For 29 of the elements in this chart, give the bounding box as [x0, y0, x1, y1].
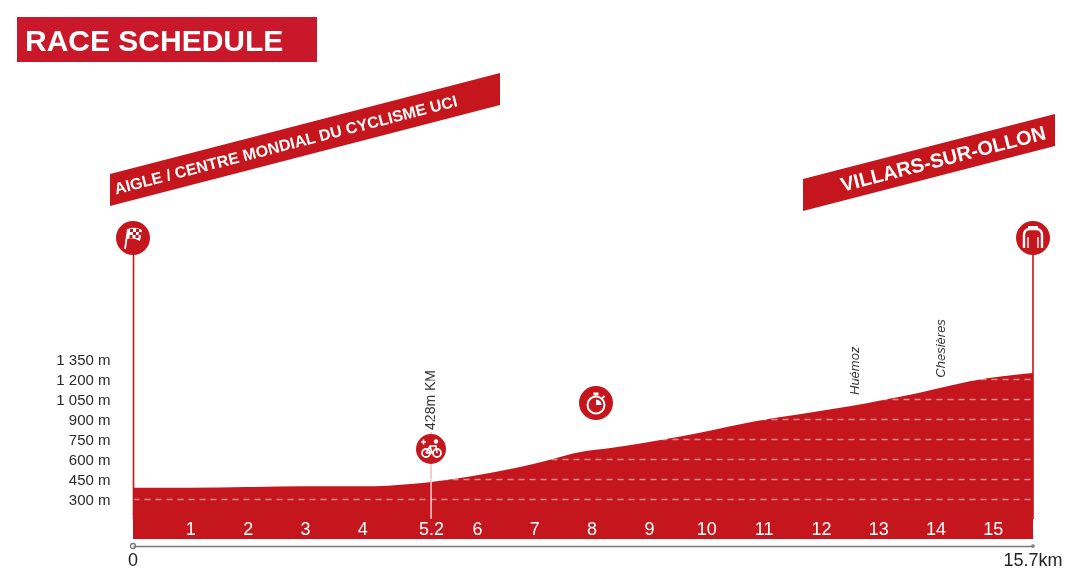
y-tick-label: 900 m	[68, 410, 111, 428]
x-tick-label: 9	[644, 518, 655, 539]
x-tick-label: 12	[811, 518, 832, 539]
x-tick-label: 15	[983, 518, 1004, 539]
x-tick-label: 2	[243, 518, 254, 539]
y-tick-label: 300 m	[68, 490, 111, 508]
y-tick-label: 1 050 m	[56, 390, 111, 408]
annotation: Chesières	[933, 318, 949, 378]
text: 0	[127, 550, 139, 570]
x-tick-label: 4	[357, 518, 368, 539]
annotation: Huémoz	[847, 346, 863, 395]
x-tick-label: 14	[926, 518, 947, 539]
y-tick-label: 1 200 m	[56, 370, 111, 388]
x-tick-label: 3	[300, 518, 311, 539]
y-tick-label: 750 m	[68, 430, 111, 448]
x-tick-label: 6	[472, 518, 483, 539]
x-tick-label: 5.2	[419, 518, 445, 539]
x-tick-label: 1	[185, 518, 196, 539]
y-tick-label: 450 m	[68, 470, 111, 488]
y-tick-label: 600 m	[68, 450, 111, 468]
x-tick-label: 8	[587, 518, 598, 539]
x-tick-label: 13	[868, 518, 889, 539]
x-tick-label: 10	[696, 518, 717, 539]
x-tick-label: 11	[754, 518, 774, 539]
x-tick-label: 7	[529, 518, 540, 539]
ref-line-label: 428m KM	[422, 370, 439, 430]
y-tick-label: 1 350 m	[56, 350, 111, 368]
text: 15.7km	[1003, 550, 1063, 570]
chart-title: RACE SCHEDULE	[25, 24, 284, 57]
